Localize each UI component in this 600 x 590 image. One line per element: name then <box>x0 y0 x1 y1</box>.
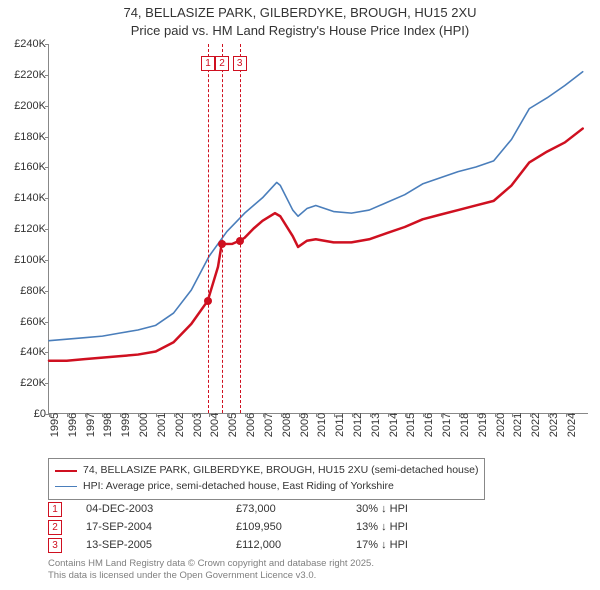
transaction-price: £109,950 <box>236 521 356 533</box>
transaction-date: 04-DEC-2003 <box>86 503 236 515</box>
x-axis-label: 2016 <box>423 413 435 437</box>
y-axis-label: £20K <box>20 377 46 389</box>
y-axis-label: £100K <box>14 254 46 266</box>
x-axis-label: 2013 <box>370 413 382 437</box>
x-axis-label: 1995 <box>49 413 61 437</box>
y-axis-label: £180K <box>14 131 46 143</box>
legend-swatch-icon <box>55 486 77 488</box>
transaction-badge: 3 <box>48 538 62 553</box>
x-axis-label: 2015 <box>405 413 417 437</box>
transaction-price: £73,000 <box>236 503 356 515</box>
x-axis-label: 2012 <box>352 413 364 437</box>
marker-vline <box>208 44 209 413</box>
y-axis-label: £80K <box>20 285 46 297</box>
x-axis-label: 2020 <box>495 413 507 437</box>
y-axis-label: £60K <box>20 316 46 328</box>
x-axis-label: 2021 <box>512 413 524 437</box>
transaction-delta: 17% ↓ HPI <box>356 539 408 551</box>
transaction-row: 2 17-SEP-2004£109,95013% ↓ HPI <box>48 518 408 536</box>
footer-line2: This data is licensed under the Open Gov… <box>48 570 374 582</box>
x-axis-label: 2004 <box>209 413 221 437</box>
series-line <box>49 129 583 361</box>
y-axis-label: £220K <box>14 69 46 81</box>
x-axis-label: 2014 <box>388 413 400 437</box>
x-axis-label: 1997 <box>85 413 97 437</box>
x-axis-label: 2023 <box>548 413 560 437</box>
transaction-row: 1 04-DEC-2003£73,00030% ↓ HPI <box>48 500 408 518</box>
marker-vline <box>240 44 241 413</box>
y-axis-label: £240K <box>14 38 46 50</box>
y-axis-label: £120K <box>14 223 46 235</box>
x-axis-label: 2011 <box>334 413 346 437</box>
x-axis-label: 2005 <box>227 413 239 437</box>
x-axis-label: 2019 <box>477 413 489 437</box>
chart-marker-badge: 2 <box>215 56 229 71</box>
x-axis-label: 2003 <box>192 413 204 437</box>
x-axis-label: 2000 <box>138 413 150 437</box>
x-axis-label: 2008 <box>281 413 293 437</box>
chart-lines-svg <box>49 44 588 413</box>
x-axis-label: 2001 <box>156 413 168 437</box>
legend-swatch-icon <box>55 470 77 473</box>
footer-attribution: Contains HM Land Registry data © Crown c… <box>48 558 374 583</box>
x-axis-label: 1996 <box>67 413 79 437</box>
x-axis-label: 2006 <box>245 413 257 437</box>
transaction-date: 13-SEP-2005 <box>86 539 236 551</box>
transaction-badge: 2 <box>48 520 62 535</box>
legend-label: 74, BELLASIZE PARK, GILBERDYKE, BROUGH, … <box>83 463 478 479</box>
legend-item: 74, BELLASIZE PARK, GILBERDYKE, BROUGH, … <box>55 463 478 479</box>
chart-marker-badge: 1 <box>201 56 215 71</box>
transaction-price: £112,000 <box>236 539 356 551</box>
sale-point-icon <box>204 297 212 305</box>
series-line <box>49 72 583 341</box>
y-axis-label: £200K <box>14 100 46 112</box>
x-axis-label: 2009 <box>299 413 311 437</box>
transaction-delta: 30% ↓ HPI <box>356 503 408 515</box>
x-axis-label: 2002 <box>174 413 186 437</box>
transaction-date: 17-SEP-2004 <box>86 521 236 533</box>
title-line2: Price paid vs. HM Land Registry's House … <box>0 22 600 40</box>
legend: 74, BELLASIZE PARK, GILBERDYKE, BROUGH, … <box>48 458 485 500</box>
sale-point-icon <box>218 240 226 248</box>
x-axis-label: 1999 <box>120 413 132 437</box>
x-axis-label: 2018 <box>459 413 471 437</box>
transaction-row: 3 13-SEP-2005£112,00017% ↓ HPI <box>48 536 408 554</box>
x-axis-label: 2024 <box>566 413 578 437</box>
footer-line1: Contains HM Land Registry data © Crown c… <box>48 558 374 570</box>
transaction-delta: 13% ↓ HPI <box>356 521 408 533</box>
x-axis-label: 2022 <box>530 413 542 437</box>
legend-label: HPI: Average price, semi-detached house,… <box>83 479 394 495</box>
chart-plot-area: £0£20K£40K£60K£80K£100K£120K£140K£160K£1… <box>48 44 588 414</box>
transactions-table: 1 04-DEC-2003£73,00030% ↓ HPI 2 17-SEP-2004… <box>48 500 408 554</box>
title-line1: 74, BELLASIZE PARK, GILBERDYKE, BROUGH, … <box>0 4 600 22</box>
legend-item: HPI: Average price, semi-detached house,… <box>55 479 478 495</box>
x-axis-label: 2017 <box>441 413 453 437</box>
chart-container: 74, BELLASIZE PARK, GILBERDYKE, BROUGH, … <box>0 0 600 590</box>
sale-point-icon <box>236 237 244 245</box>
x-axis-label: 2010 <box>316 413 328 437</box>
title-block: 74, BELLASIZE PARK, GILBERDYKE, BROUGH, … <box>0 0 600 39</box>
transaction-badge: 1 <box>48 502 62 517</box>
x-axis-label: 1998 <box>102 413 114 437</box>
x-axis-label: 2007 <box>263 413 275 437</box>
marker-vline <box>222 44 223 413</box>
y-axis-label: £140K <box>14 192 46 204</box>
y-axis-label: £40K <box>20 346 46 358</box>
chart-marker-badge: 3 <box>233 56 247 71</box>
y-axis-label: £160K <box>14 161 46 173</box>
